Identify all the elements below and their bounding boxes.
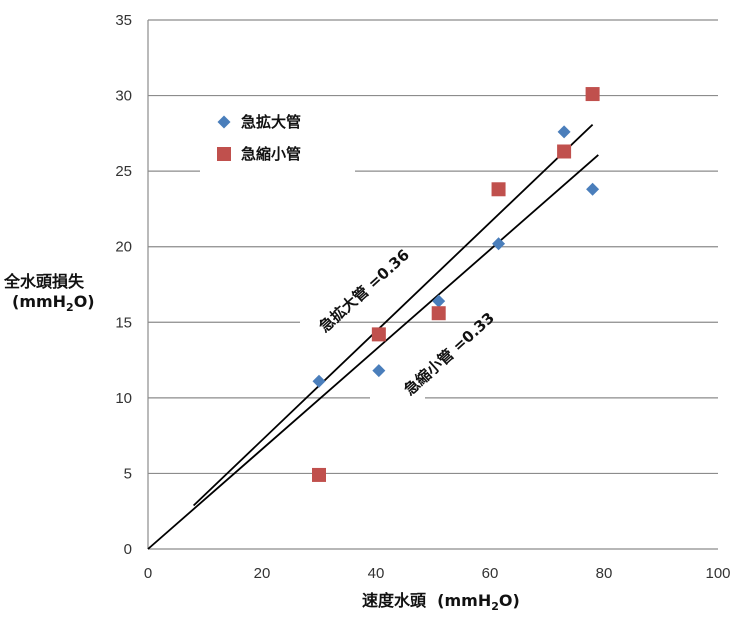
y-axis-title-unit: (mmH2O): [12, 292, 95, 315]
square-point: [557, 144, 572, 159]
legend-label: 急拡大管: [241, 113, 301, 131]
x-axis-title-main: 速度水頭: [362, 591, 427, 610]
legend-diamond-icon: [217, 115, 231, 129]
grid: [148, 19, 718, 475]
diamond-point: [586, 182, 600, 196]
y-tick-label: 35: [115, 12, 132, 29]
y-axis-title: 全水頭損失 (mmH2O): [4, 272, 95, 315]
y-tick-label: 25: [115, 163, 132, 180]
trendline: [147, 154, 599, 550]
x-tick-label: 100: [705, 565, 730, 582]
square-point: [491, 182, 506, 197]
x-axis-title-unit: (mmH2O): [437, 591, 520, 614]
diamond-point: [312, 374, 326, 388]
square-point: [312, 467, 326, 482]
legend-square-icon: [217, 147, 231, 161]
annotation-background: [370, 382, 425, 408]
square-point: [431, 306, 446, 321]
diamond-point: [372, 364, 386, 378]
x-axis-title: 速度水頭 (mmH2O): [362, 591, 520, 614]
y-tick-label: 20: [115, 239, 132, 256]
diamond-point: [492, 237, 506, 251]
annotation-background: [300, 310, 338, 334]
y-tick-label: 5: [124, 465, 132, 482]
diamond-point: [557, 125, 571, 139]
x-tick-label: 80: [596, 565, 613, 582]
x-tick-label: 0: [144, 565, 152, 582]
trendline: [192, 123, 594, 507]
x-tick-label: 60: [482, 565, 499, 582]
legend-label: 急縮小管: [241, 145, 301, 163]
y-tick-label: 15: [115, 314, 132, 331]
axes: [147, 20, 718, 550]
tick-labels: 0 5 10 15 20 25 30 35 0 20 40 60 80 100: [115, 12, 730, 582]
trendlines: [147, 123, 599, 550]
y-axis-title-main: 全水頭損失: [4, 272, 85, 291]
y-tick-label: 0: [124, 541, 132, 558]
x-tick-label: 40: [368, 565, 385, 582]
y-tick-label: 10: [115, 390, 132, 407]
diamond-point: [432, 294, 446, 308]
x-tick-label: 20: [254, 565, 271, 582]
data-points: [312, 87, 600, 482]
square-point: [371, 327, 386, 342]
square-point: [585, 87, 600, 102]
y-tick-label: 30: [115, 88, 132, 105]
